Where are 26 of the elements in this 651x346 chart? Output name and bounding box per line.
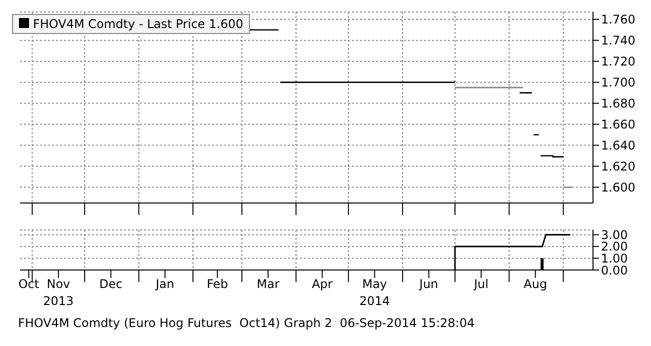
- y-tick-label: 1.660: [601, 118, 636, 132]
- x-tick-label: Feb: [206, 277, 228, 291]
- y-tick-label: 1.00: [601, 251, 628, 266]
- x-tick-label: Mar: [256, 277, 280, 291]
- y-tick-label: 0.00: [601, 263, 628, 278]
- x-tick-label: Jun: [418, 277, 438, 291]
- y-tick-label: 1.720: [601, 54, 636, 69]
- x-tick-label: Apr: [312, 277, 333, 291]
- y-tick-label: 1.760: [601, 12, 636, 27]
- y-tick-label: 1.600: [601, 180, 636, 195]
- legend-label: FHOV4M Comdty - Last Price 1.600: [32, 17, 244, 31]
- x-tick-label: Dec: [99, 277, 122, 291]
- y-tick-label: 1.700: [601, 76, 636, 90]
- x-tick-label: Jul: [472, 277, 488, 291]
- y-tick-label: 1.620: [601, 160, 636, 174]
- x-tick-label: Aug: [524, 277, 548, 291]
- y-tick-label: 1.740: [601, 34, 636, 48]
- y-tick-label: 1.680: [601, 96, 636, 111]
- y-tick-label: 2.00: [601, 240, 628, 254]
- x-tick-label: Oct: [18, 277, 40, 291]
- x-tick-label: Nov 2013: [43, 277, 74, 308]
- x-tick-label: Jan: [154, 277, 174, 291]
- text: FHOV4M Comdty (Euro Hog Futures Oct14) Graph 2 06-Sep-2014 15:28:04: [18, 316, 475, 330]
- y-tick-label: 3.00: [601, 228, 628, 242]
- y-tick-label: 1.640: [601, 138, 636, 153]
- x-tick-label: May 2014: [359, 277, 390, 308]
